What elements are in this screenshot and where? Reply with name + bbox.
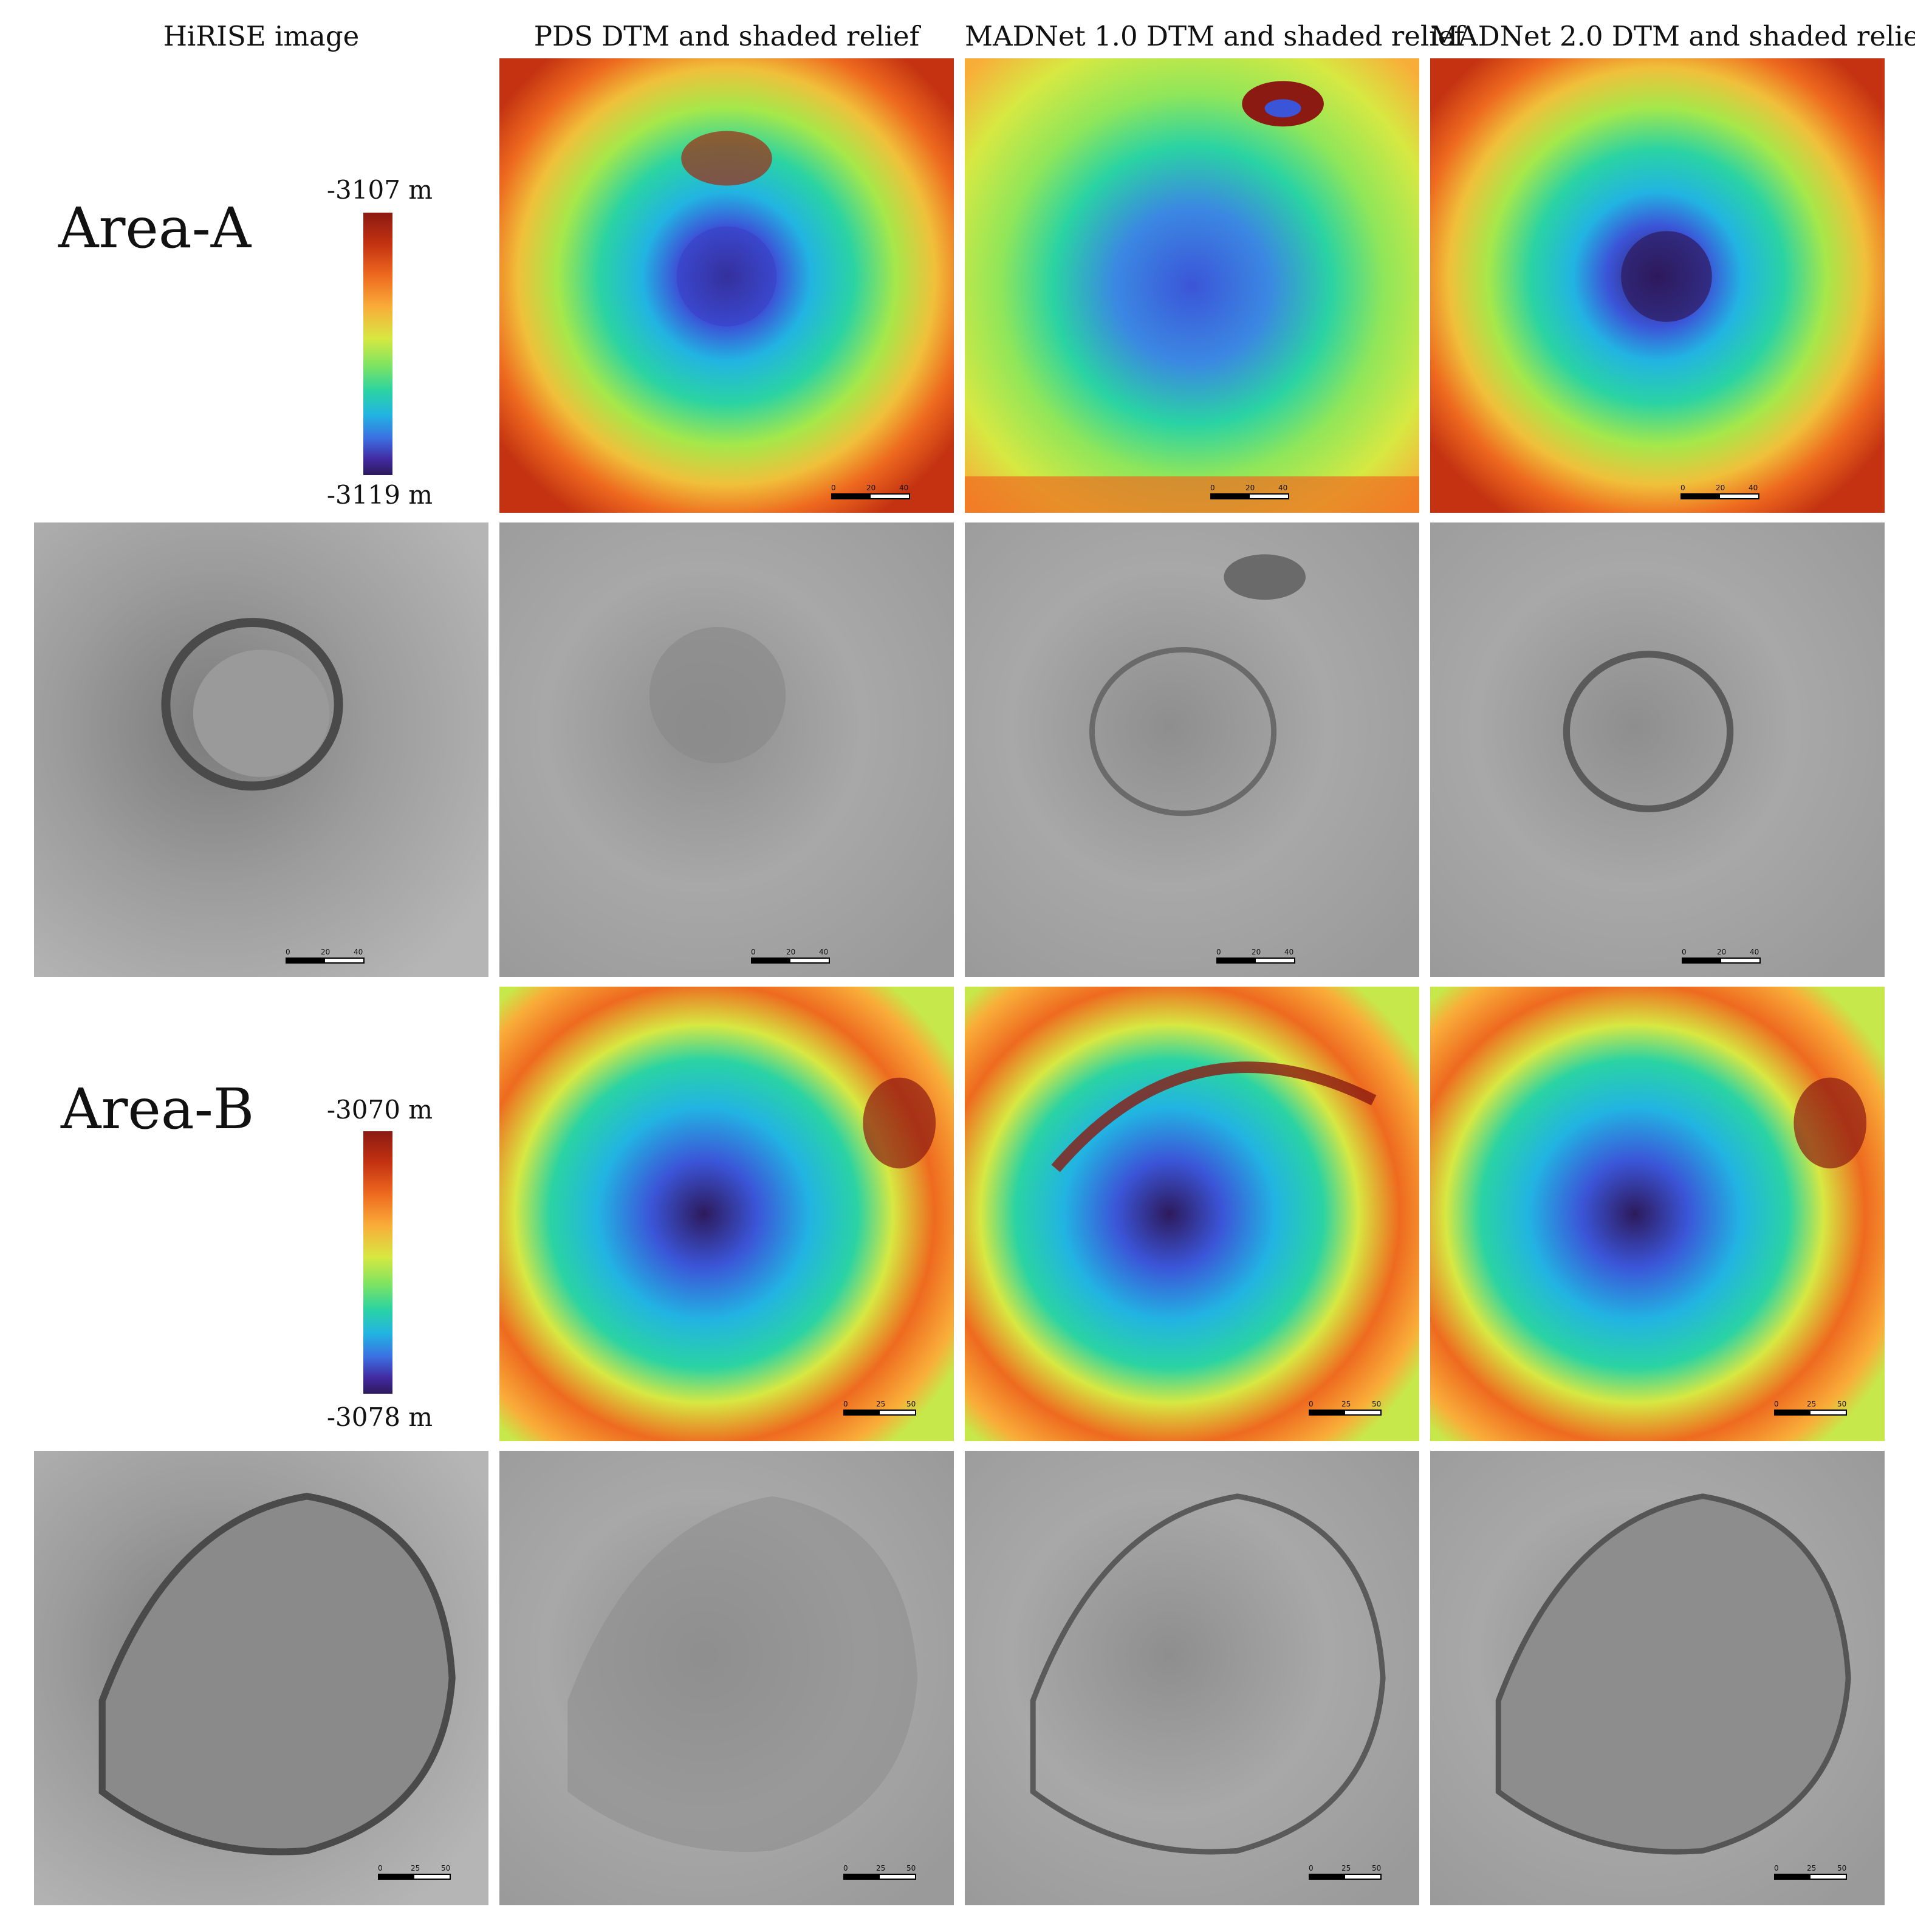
area-b-label: Area-B [61, 1077, 255, 1142]
header-madnet2: MADNet 2.0 DTM and shaded relief [1430, 20, 1915, 52]
area-b-colorbar-max: -3070 m [326, 1095, 433, 1125]
header-pds: PDS DTM and shaded relief [533, 20, 920, 52]
area-a-colorbar-max: -3107 m [326, 175, 433, 205]
area-a-colorbar-min: -3119 m [326, 480, 433, 510]
area-a-colorbar [363, 213, 392, 475]
header-madnet1: MADNet 1.0 DTM and shaded relief [965, 20, 1464, 52]
header-hirise: HiRISE image [163, 20, 360, 52]
area-b-colorbar [363, 1131, 392, 1394]
area-a-label: Area-A [58, 196, 252, 261]
area-b-colorbar-min: -3078 m [326, 1402, 433, 1432]
